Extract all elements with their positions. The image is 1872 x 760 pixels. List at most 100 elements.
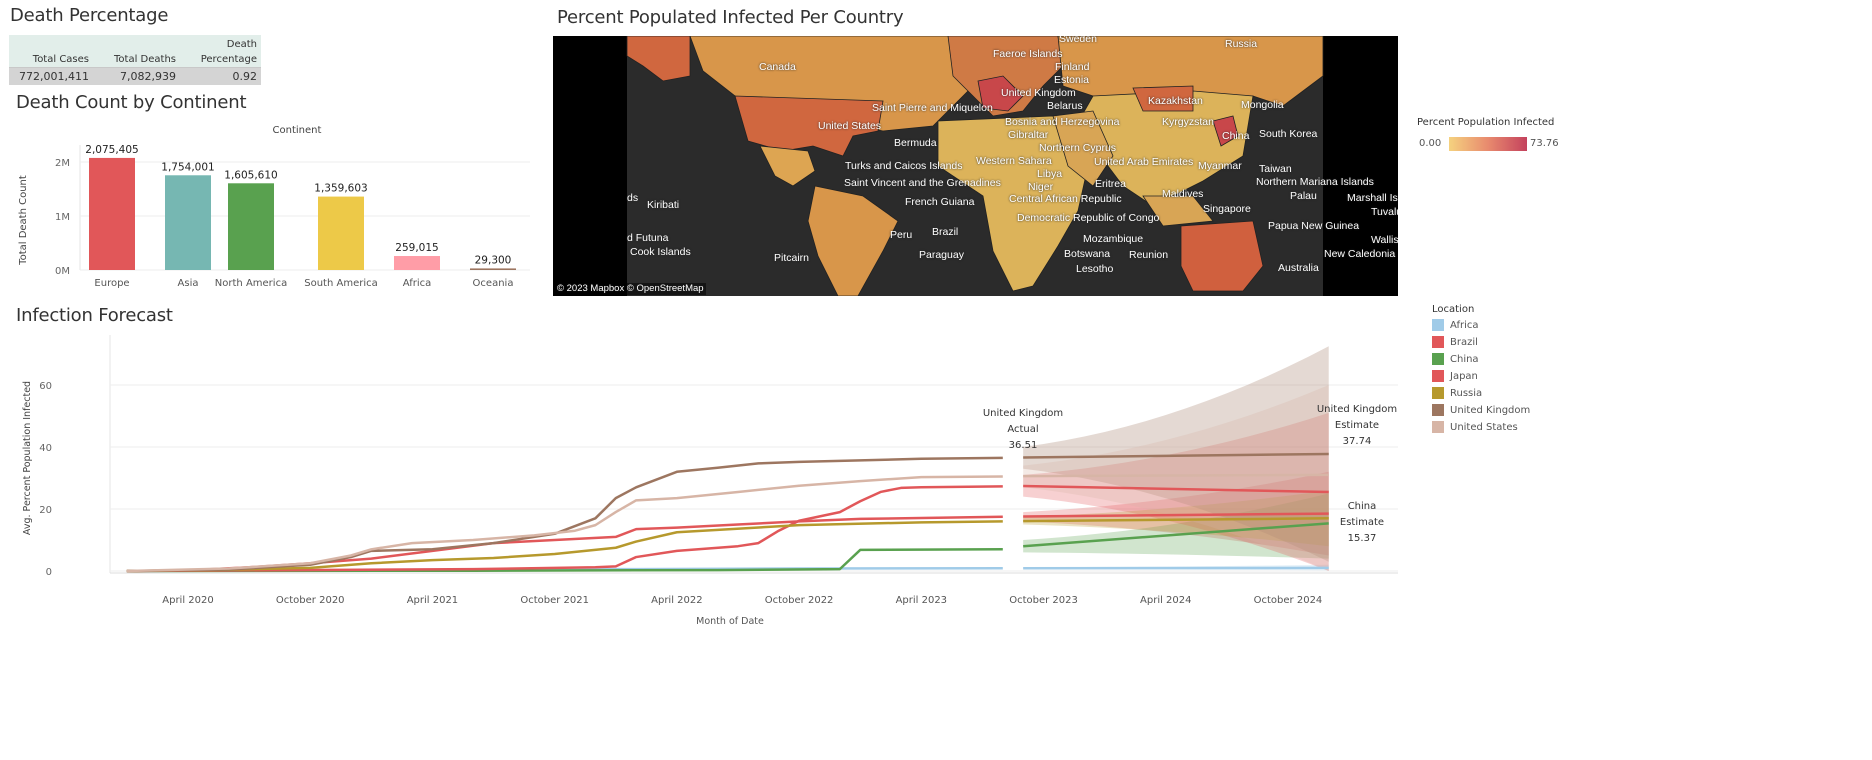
map-legend-min: 0.00 [1419, 138, 1442, 149]
map-country-label[interactable]: Saint Pierre and Miquelon [872, 102, 993, 114]
map-country-label[interactable]: Brazil [932, 226, 959, 238]
map-country-label[interactable]: Estonia [1054, 74, 1090, 86]
legend-item-united-kingdom[interactable]: United Kingdom [1432, 404, 1530, 418]
map-country-label[interactable]: Kyrgyzstan [1162, 116, 1214, 128]
y-tick-label: 60 [39, 381, 52, 392]
map-country-label[interactable]: Canada [759, 61, 796, 73]
map-country-label[interactable]: Pitcairn [774, 252, 810, 264]
map-country-label[interactable]: French Guiana [905, 196, 975, 208]
forecast-band-russia [1023, 490, 1329, 547]
legend-label: Japan [1450, 371, 1478, 382]
x-axis-label: Month of Date [696, 616, 764, 627]
map-country-label[interactable]: Mongolia [1241, 99, 1284, 111]
map-legend-gradient [1449, 137, 1527, 151]
map-country-label[interactable]: Saint Vincent and the Grenadines [844, 177, 1001, 189]
legend-swatch [1432, 353, 1444, 365]
map-country-label[interactable]: Palau [1290, 190, 1317, 202]
map-country-label[interactable]: Belarus [1047, 100, 1083, 112]
map-country-label[interactable]: Papua New Guinea [1268, 220, 1360, 232]
map-country-label[interactable]: Kiribati [647, 199, 680, 211]
total-cases-value: 772,001,411 [19, 70, 89, 83]
y-tick-label: 0 [46, 567, 52, 578]
actual-line-russia [126, 520, 1003, 573]
map-country-label[interactable]: Finland [1055, 61, 1090, 73]
x-tick-label: October 2021 [520, 595, 589, 606]
infection-map[interactable]: Canada United States Saint Pierre and Miqu… [553, 36, 1398, 296]
map-country-label[interactable]: Australia [1278, 262, 1319, 274]
map-country-label[interactable]: Bosnia and Herzegovina [1005, 116, 1120, 128]
map-country-label[interactable]: China [1222, 130, 1250, 142]
map-country-label[interactable]: Western Sahara [976, 155, 1052, 167]
x-tick-label: April 2023 [896, 595, 947, 606]
annotation-label: China [1348, 501, 1377, 512]
map-attribution[interactable]: © 2023 Mapbox © OpenStreetMap [555, 283, 706, 295]
actual-line-japan [126, 485, 1003, 573]
map-country-label[interactable]: ds [627, 192, 639, 204]
map-country-label[interactable]: Botswana [1064, 248, 1111, 260]
annotation-label: 37.74 [1343, 436, 1372, 447]
map-country-label[interactable]: Lesotho [1076, 263, 1114, 275]
map-country-label[interactable]: Northern Mariana Islands [1256, 176, 1374, 188]
map-country-label[interactable]: Northern Cyprus [1039, 142, 1117, 154]
forecast-band-united-kingdom [1023, 346, 1329, 562]
forecast-line-united-kingdom [1023, 452, 1329, 459]
legend-item-africa[interactable]: Africa [1432, 319, 1479, 333]
map-country-label[interactable]: Central African Republic [1009, 193, 1122, 205]
map-country-label[interactable]: Reunion [1129, 249, 1169, 261]
legend-item-russia[interactable]: Russia [1432, 387, 1482, 401]
bar-europe [89, 157, 135, 270]
map-country-label[interactable]: Cook Islands [630, 246, 691, 258]
forecast-bands [1023, 346, 1329, 571]
x-tick-label: October 2022 [765, 595, 834, 606]
map-country-label[interactable]: Tuvalu [1371, 206, 1398, 218]
map-country-label[interactable]: Taiwan [1259, 163, 1292, 175]
map-country-label[interactable]: United Kingdom [1001, 87, 1076, 99]
bar-value-label: 2,075,405 [85, 144, 138, 156]
map-country-label[interactable]: Peru [890, 229, 913, 241]
map-country-label[interactable]: Marshall Islan [1347, 192, 1398, 204]
column-header: Continent [273, 125, 322, 136]
y-tick-label: 20 [39, 505, 52, 516]
legend-item-china[interactable]: China [1432, 353, 1479, 367]
legend-swatch [1432, 387, 1444, 399]
legend-item-united-states[interactable]: United States [1432, 421, 1518, 435]
map-country-label[interactable]: Faeroe Islands [993, 48, 1063, 60]
y-axis-label: Total Death Count [18, 175, 29, 266]
map-country-label[interactable]: d Futuna [627, 232, 669, 244]
map-country-label[interactable]: Sweden [1059, 36, 1097, 45]
map-country-label[interactable]: Turks and Caicos Islands [845, 160, 963, 172]
forecast-band-japan [1023, 412, 1329, 571]
x-tick-label: April 2021 [407, 595, 458, 606]
legend-item-brazil[interactable]: Brazil [1432, 336, 1478, 350]
map-country-label[interactable]: Bermuda [894, 137, 937, 149]
map-country-label[interactable]: Gibraltar [1008, 129, 1049, 141]
actual-line-brazil [126, 515, 1003, 573]
map-country-label[interactable]: Russia [1225, 38, 1258, 50]
annotation-label: 36.51 [1009, 440, 1038, 451]
table-row: 772,001,411 7,082,939 0.92 [9, 67, 261, 85]
annotation-label: Actual [1007, 424, 1038, 435]
map-country-label[interactable]: Niger [1028, 181, 1054, 193]
x-tick-label: April 2024 [1140, 595, 1191, 606]
map-country-label[interactable]: New Caledonia [1324, 248, 1396, 260]
x-tick-label: Europe [94, 278, 129, 289]
map-country-label[interactable]: Eritrea [1095, 178, 1126, 190]
header-death: Death [226, 39, 257, 50]
forecast-line-united-states [1023, 473, 1329, 478]
map-country-label[interactable]: Maldives [1162, 188, 1204, 200]
actual-line-united-states [126, 475, 1003, 573]
map-country-label[interactable]: Kazakhstan [1148, 95, 1203, 107]
forecast-line-china [1023, 522, 1329, 548]
map-country-label[interactable]: Paraguay [919, 249, 964, 261]
map-country-label[interactable]: Democratic Republic of Congo [1017, 212, 1160, 224]
legend-swatch [1432, 421, 1444, 433]
map-country-label[interactable]: Mozambique [1083, 233, 1144, 245]
map-country-label[interactable]: Libya [1037, 168, 1063, 180]
map-country-label[interactable]: United Arab Emirates [1094, 156, 1194, 168]
map-country-label[interactable]: Myanmar [1198, 160, 1242, 172]
map-country-label[interactable]: Singapore [1203, 203, 1251, 215]
map-country-label[interactable]: United States [818, 120, 882, 132]
map-country-label[interactable]: Wallis an [1371, 234, 1398, 246]
legend-item-japan[interactable]: Japan [1432, 370, 1478, 384]
map-country-label[interactable]: South Korea [1259, 128, 1318, 140]
